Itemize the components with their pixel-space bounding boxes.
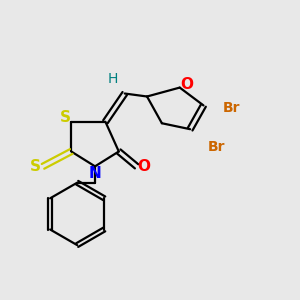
Text: O: O	[181, 77, 194, 92]
Text: O: O	[138, 159, 151, 174]
Text: Br: Br	[208, 140, 226, 154]
Text: S: S	[30, 159, 41, 174]
Text: N: N	[88, 166, 101, 181]
Text: H: H	[108, 72, 118, 86]
Text: Br: Br	[223, 101, 240, 116]
Text: S: S	[60, 110, 71, 125]
